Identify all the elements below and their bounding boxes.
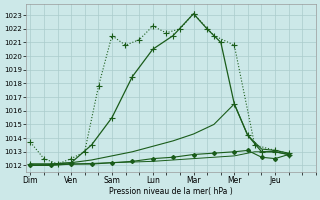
X-axis label: Pression niveau de la mer( hPa ): Pression niveau de la mer( hPa ) bbox=[109, 187, 233, 196]
